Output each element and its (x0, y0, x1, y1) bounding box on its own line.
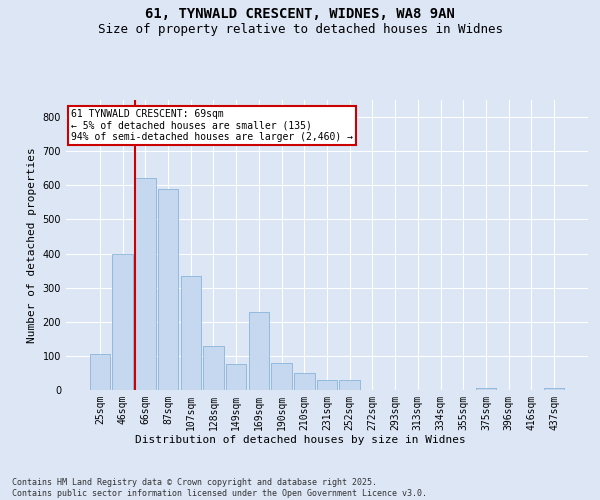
Text: Contains HM Land Registry data © Crown copyright and database right 2025.
Contai: Contains HM Land Registry data © Crown c… (12, 478, 427, 498)
Bar (203, 346, 224, 390)
Bar (476, 388, 496, 390)
Bar (544, 388, 564, 390)
Text: 61 TYNWALD CRESCENT: 69sqm
← 5% of detached houses are smaller (135)
94% of semi: 61 TYNWALD CRESCENT: 69sqm ← 5% of detac… (71, 108, 353, 142)
Text: 61, TYNWALD CRESCENT, WIDNES, WA8 9AN: 61, TYNWALD CRESCENT, WIDNES, WA8 9AN (145, 8, 455, 22)
Y-axis label: Number of detached properties: Number of detached properties (27, 147, 37, 343)
Bar (112, 254, 133, 390)
Bar (158, 188, 178, 390)
Text: Distribution of detached houses by size in Widnes: Distribution of detached houses by size … (134, 435, 466, 445)
Bar (135, 178, 155, 390)
Bar (294, 373, 314, 390)
Bar (340, 380, 360, 390)
Bar (248, 312, 269, 390)
Text: Size of property relative to detached houses in Widnes: Size of property relative to detached ho… (97, 22, 503, 36)
Bar (317, 380, 337, 390)
Bar (181, 276, 201, 390)
Bar (226, 364, 247, 390)
Bar (271, 362, 292, 390)
Bar (90, 354, 110, 390)
